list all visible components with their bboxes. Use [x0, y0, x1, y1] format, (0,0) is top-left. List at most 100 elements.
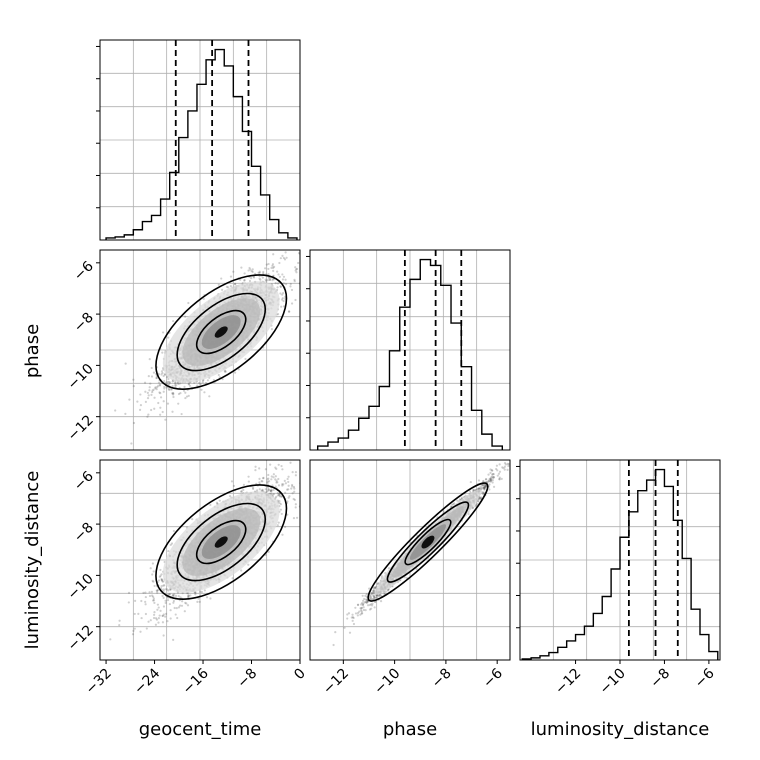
scatter-point: [132, 378, 135, 381]
scatter-point: [171, 594, 174, 597]
scatter-point: [150, 408, 153, 412]
scatter-point: [289, 282, 292, 286]
scatter-point: [166, 598, 170, 602]
scatter-point: [276, 481, 279, 484]
scatter-point: [274, 282, 277, 285]
scatter-point: [157, 616, 160, 620]
scatter-point: [175, 384, 178, 387]
scatter-point: [189, 594, 192, 597]
scatter-point: [164, 588, 168, 591]
scatter-point: [133, 627, 136, 630]
scatter-point: [152, 388, 155, 391]
scatter-point: [158, 383, 162, 386]
scatter-point: [185, 395, 189, 398]
scatter-point: [294, 298, 297, 302]
scatter-point: [287, 496, 290, 499]
scatter-point: [163, 379, 166, 383]
scatter-point: [140, 599, 143, 603]
scatter-point: [251, 268, 254, 271]
scatter-point: [182, 389, 186, 392]
scatter-point: [268, 278, 271, 281]
scatter-point: [134, 599, 137, 603]
scatter-point: [158, 575, 161, 578]
scatter-point: [276, 270, 279, 273]
scatter-point: [148, 591, 151, 594]
scatter-point: [196, 384, 199, 387]
scatter-point: [194, 593, 197, 596]
scatter-point: [132, 385, 135, 388]
scatter-point: [272, 278, 276, 281]
scatter-point: [275, 481, 278, 484]
histogram-luminosity_distance: [516, 459, 721, 661]
scatter-point: [301, 473, 303, 475]
scatter-point: [172, 319, 175, 323]
scatter-point: [247, 269, 250, 272]
scatter-point: [293, 487, 296, 490]
scatter-point: [114, 409, 117, 412]
scatter-point: [279, 257, 282, 260]
scatter-point: [280, 512, 283, 516]
scatter-point: [264, 488, 267, 491]
scatter-point: [279, 503, 283, 506]
scatter-point: [292, 517, 296, 520]
scatter-point: [174, 381, 177, 384]
scatter-point: [257, 271, 260, 274]
scatter-point: [166, 402, 170, 405]
scatter-point: [164, 601, 167, 605]
scatter-point: [187, 382, 191, 385]
scatter-point: [160, 578, 163, 582]
scatter-point: [171, 410, 174, 413]
scatter-point: [277, 463, 280, 466]
scatter-point: [194, 591, 197, 595]
scatter-point: [267, 488, 271, 491]
scatter-point: [267, 262, 270, 266]
scatter-point: [272, 476, 275, 479]
scatter-point: [147, 620, 150, 623]
scatter-point: [169, 609, 172, 612]
scatter-point: [291, 483, 294, 487]
scatter-point: [294, 506, 297, 509]
scatter-point: [280, 298, 284, 301]
scatter-point: [275, 467, 278, 470]
scatter-point: [157, 579, 161, 582]
scatter-point: [177, 382, 180, 385]
scatter-point: [278, 495, 282, 498]
scatter-point: [279, 508, 283, 511]
scatter-point: [156, 603, 159, 606]
scatter-point: [156, 608, 159, 611]
scatter-point: [279, 292, 282, 295]
scatter-point: [287, 480, 290, 484]
scatter-point: [150, 393, 153, 397]
scatter-point: [152, 616, 156, 620]
scatter-point: [250, 269, 253, 273]
scatter-point: [276, 313, 280, 316]
scatter-point: [239, 278, 242, 281]
panel-frame: [309, 249, 511, 451]
scatter-point: [204, 381, 208, 385]
scatter-point: [145, 627, 148, 630]
scatter-point: [248, 266, 251, 270]
scatter-point: [159, 406, 162, 409]
scatter-point: [286, 477, 289, 481]
scatter-point: [179, 392, 182, 395]
scatter-point: [160, 573, 163, 576]
scatter-point: [282, 275, 286, 278]
scatter-point: [294, 503, 297, 506]
scatter-point: [295, 268, 298, 271]
scatter-point: [152, 371, 156, 374]
scatter-point: [160, 577, 163, 581]
scatter-point: [172, 638, 175, 641]
scatter-point: [149, 619, 152, 622]
scatter-point: [152, 580, 155, 583]
scatter-point: [209, 503, 212, 507]
scatter-point: [153, 584, 156, 588]
scatter-point: [283, 479, 286, 482]
scatter-point: [171, 384, 174, 388]
scatter-point: [170, 388, 173, 391]
scatter-point: [156, 591, 159, 594]
scatter-point: [124, 412, 127, 415]
scatter-point: [282, 291, 285, 295]
scatter-point: [266, 486, 270, 489]
scatter-point: [267, 488, 270, 491]
scatter-point: [152, 595, 155, 598]
